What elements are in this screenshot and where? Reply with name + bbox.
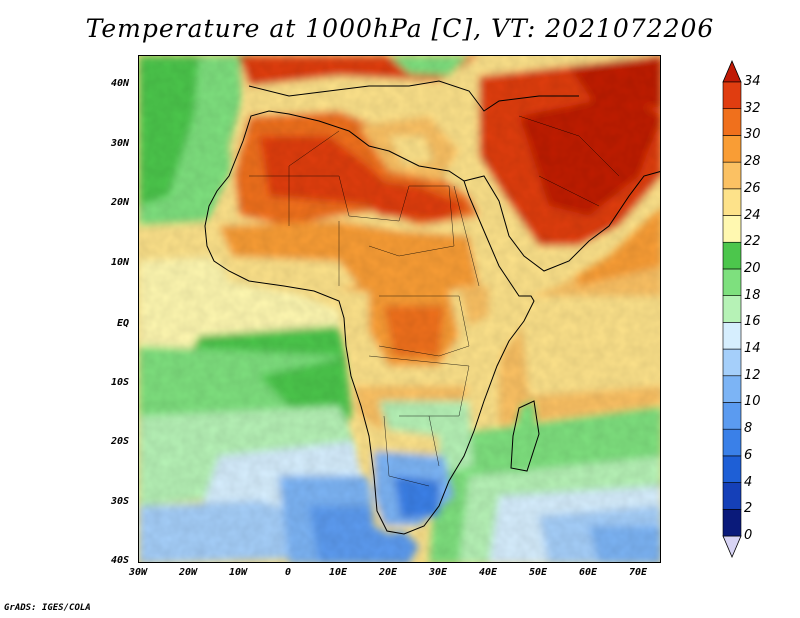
colorbar-label: 10 — [744, 394, 761, 410]
colorbar-segment — [722, 135, 742, 163]
colorbar-label: 2 — [744, 501, 753, 517]
chart-title: Temperature at 1000hPa [C], VT: 20210722… — [85, 14, 715, 43]
colorbar-segment — [722, 241, 742, 270]
colorbar-segment — [722, 348, 742, 377]
lon-label-30e: 30E — [428, 567, 448, 578]
colorbar-label: 28 — [744, 154, 761, 170]
lon-label-10w: 10W — [228, 567, 248, 578]
lon-label-70e: 70E — [628, 567, 648, 578]
colorbar-segment — [722, 215, 742, 243]
colorbar-label: 16 — [744, 314, 761, 330]
colorbar-segment — [722, 268, 742, 296]
colorbar-label: 26 — [744, 180, 761, 196]
colorbar-label: 8 — [744, 421, 753, 437]
lat-label-eq: EQ — [116, 318, 129, 329]
colorbar-segment — [722, 188, 742, 216]
colorbar-segment — [722, 161, 742, 190]
colorbar-label: 32 — [744, 100, 761, 116]
country-borders — [249, 115, 620, 487]
colorbar-min-triangle — [722, 535, 742, 558]
temperature-map — [138, 55, 661, 563]
colorbar-segment — [722, 455, 742, 483]
lat-label-30s: 30S — [110, 496, 129, 507]
lat-label-10s: 10S — [110, 377, 129, 388]
lat-label-40s: 40S — [110, 555, 129, 566]
colorbar-label: 34 — [744, 74, 761, 89]
colorbar-label: 14 — [744, 341, 761, 357]
colorbar-segment — [722, 108, 742, 136]
colorbar-label: 24 — [744, 207, 761, 223]
colorbar — [722, 60, 742, 558]
colorbar-segment — [722, 375, 742, 403]
colorbar-segment — [722, 482, 742, 510]
lon-label-20e: 20E — [378, 567, 398, 578]
lon-label-10e: 10E — [328, 567, 348, 578]
lon-label-60e: 60E — [578, 567, 598, 578]
colorbar-label: 12 — [744, 367, 761, 383]
colorbar-segment — [722, 322, 742, 350]
colorbar-label: 18 — [744, 287, 761, 303]
lon-label-50e: 50E — [528, 567, 548, 578]
lat-label-20n: 20N — [110, 197, 129, 208]
lon-label-30w: 30W — [128, 567, 148, 578]
colorbar-label: 30 — [744, 127, 761, 143]
colorbar-segment — [722, 428, 742, 457]
colorbar-max-triangle — [722, 60, 742, 83]
credit-text: GrADS: IGES/COLA — [4, 603, 91, 613]
colorbar-label: 22 — [744, 234, 761, 250]
colorbar-label: 20 — [744, 260, 761, 276]
colorbar-segment — [722, 81, 742, 110]
colorbar-label: 4 — [744, 474, 753, 490]
lon-label-20w: 20W — [178, 567, 198, 578]
colorbar-segment — [722, 295, 742, 323]
colorbar-label: 0 — [744, 528, 753, 543]
lon-label-0: 0 — [284, 567, 292, 578]
colorbar-label: 6 — [744, 447, 753, 463]
lat-label-30n: 30N — [110, 138, 129, 149]
coastline — [204, 80, 660, 535]
colorbar-segment — [722, 402, 742, 430]
lat-label-40n: 40N — [110, 78, 129, 89]
lon-label-40e: 40E — [478, 567, 498, 578]
lat-label-20s: 20S — [110, 436, 129, 447]
colorbar-segment — [722, 508, 742, 537]
lat-label-10n: 10N — [110, 257, 129, 268]
